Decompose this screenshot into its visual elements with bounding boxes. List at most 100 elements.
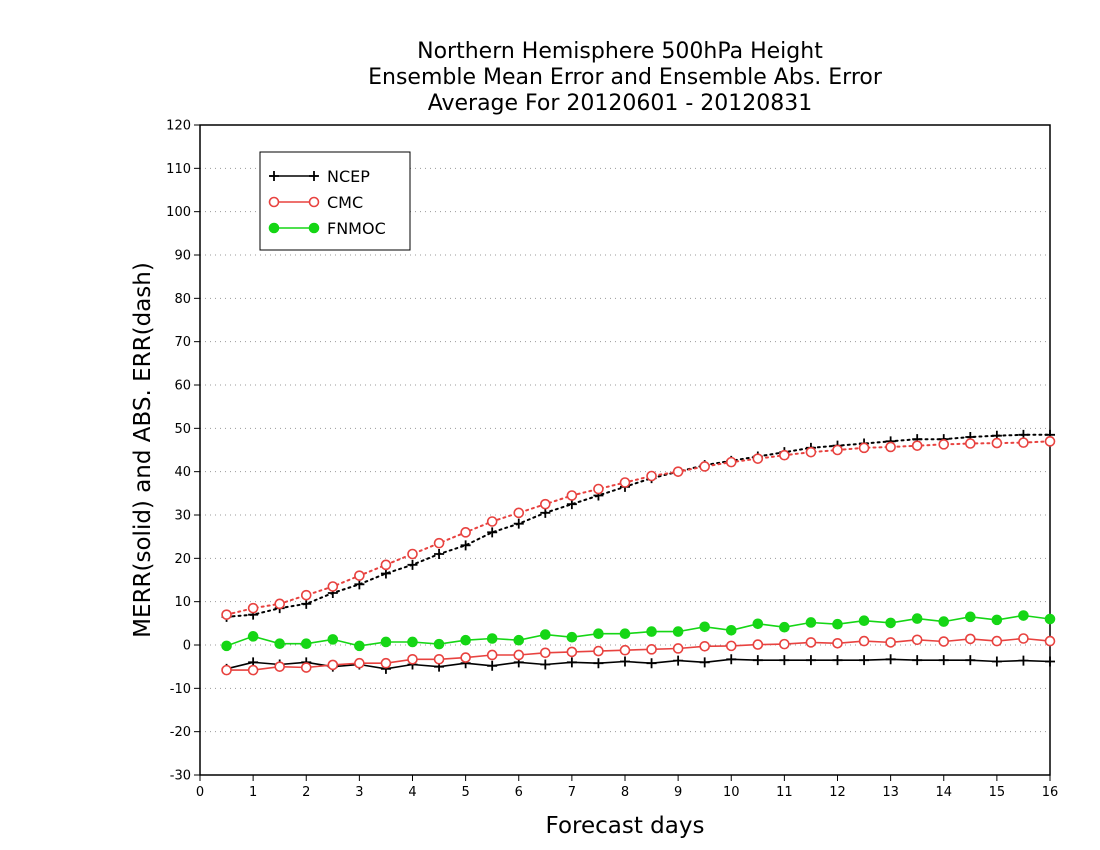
legend-label: NCEP [327, 167, 370, 186]
data-point-ncep-merr [620, 656, 630, 667]
data-point-cmc-merr [672, 643, 684, 654]
data-point-cmc-merr [327, 659, 339, 671]
data-point-fnmoc-merr [486, 633, 498, 644]
data-point-ncep-merr [832, 655, 843, 666]
data-point-cmc-merr [779, 638, 790, 650]
data-point-ncep-abs-err [566, 499, 577, 510]
x-tick-label: 2 [302, 785, 310, 800]
data-point-cmc-abs-err [566, 490, 578, 501]
data-point-cmc-merr [1018, 633, 1029, 644]
data-point-fnmoc-merr [433, 638, 445, 650]
legend-entry-fnmoc: FNMOC [268, 219, 386, 238]
series-line-ncep-abs-err [225, 433, 1051, 618]
y-tick-label: 70 [174, 335, 191, 350]
series-layer [221, 429, 1056, 676]
data-point-cmc-abs-err [885, 441, 896, 453]
x-tick-label: 15 [989, 785, 1006, 800]
data-point-cmc-merr [725, 640, 737, 652]
data-point-ncep-merr [805, 655, 816, 666]
legend-entry-cmc: CMC [268, 193, 363, 212]
x-axis-ticks: 0 1 2 3 4 5 6 7 8 9 10 11 12 13 14 15 16 [196, 775, 1058, 800]
data-point-ncep-abs-err [354, 579, 365, 590]
data-point-cmc-abs-err [354, 570, 365, 581]
legend-marker [309, 171, 319, 181]
data-point-cmc-merr [540, 647, 551, 659]
x-tick-label: 11 [776, 785, 793, 800]
data-point-fnmoc-merr [1044, 613, 1056, 625]
data-point-cmc-abs-err [805, 446, 817, 458]
data-point-cmc-abs-err [540, 498, 551, 510]
data-point-cmc-abs-err [1018, 437, 1029, 448]
data-point-fnmoc-merr [274, 638, 285, 650]
x-tick-label: 1 [249, 785, 257, 800]
series-line-cmc-abs-err [225, 440, 1051, 616]
data-point-cmc-merr [274, 661, 285, 672]
data-point-fnmoc-merr [247, 631, 259, 642]
data-point-cmc-merr [646, 644, 657, 655]
chart-title-line-2: Ensemble Mean Error and Ensemble Abs. Er… [368, 65, 883, 90]
data-point-ncep-merr [991, 656, 1002, 667]
data-point-fnmoc-merr [407, 636, 418, 648]
y-tick-label: 40 [174, 465, 191, 480]
y-tick-label: -20 [170, 725, 191, 740]
data-point-cmc-merr [858, 635, 870, 647]
data-point-cmc-abs-err [593, 483, 604, 495]
data-point-fnmoc-merr [1018, 610, 1029, 621]
data-point-ncep-merr [646, 658, 657, 669]
data-point-cmc-abs-err [221, 609, 232, 620]
data-point-cmc-abs-err [752, 453, 764, 464]
legend-label: CMC [327, 193, 363, 212]
x-tick-label: 7 [568, 785, 576, 800]
data-point-ncep-merr [965, 655, 976, 666]
data-point-ncep-abs-err [407, 559, 418, 570]
x-tick-label: 8 [621, 785, 629, 800]
series-line-fnmoc-merr [226, 614, 1051, 647]
data-point-ncep-abs-err [513, 518, 524, 529]
x-tick-label: 3 [355, 785, 363, 800]
data-point-cmc-merr [221, 664, 232, 676]
data-point-cmc-abs-err [380, 559, 392, 571]
data-point-cmc-merr [805, 637, 817, 648]
y-tick-label: 0 [183, 639, 191, 654]
data-point-cmc-abs-err [991, 437, 1003, 449]
data-point-cmc-merr [566, 646, 578, 658]
data-point-fnmoc-merr [752, 618, 764, 630]
data-point-ncep-abs-err [301, 598, 312, 609]
y-tick-label: 50 [174, 422, 191, 437]
data-point-cmc-abs-err [911, 440, 923, 451]
data-point-cmc-merr [300, 662, 312, 673]
data-point-ncep-merr [1045, 656, 1055, 667]
data-point-cmc-merr [460, 652, 471, 663]
data-point-fnmoc-merr [300, 638, 312, 650]
data-point-cmc-merr [354, 657, 365, 669]
x-tick-label: 13 [882, 785, 899, 800]
data-point-ncep-merr [487, 660, 498, 671]
chart-title-line-3: Average For 20120601 - 20120831 [428, 91, 813, 116]
data-point-ncep-merr [779, 655, 790, 666]
data-point-fnmoc-merr [460, 634, 471, 646]
data-point-cmc-abs-err [938, 439, 950, 450]
x-tick-label: 16 [1042, 785, 1059, 800]
series-cmc-abs-err [221, 436, 1056, 620]
legend-marker [268, 222, 280, 234]
x-tick-label: 9 [674, 785, 682, 800]
data-point-cmc-merr [911, 634, 923, 646]
data-point-cmc-abs-err [699, 461, 710, 472]
data-point-cmc-abs-err [460, 527, 471, 538]
data-point-cmc-merr [513, 649, 525, 661]
x-tick-label: 14 [935, 785, 952, 800]
data-point-ncep-merr [1018, 655, 1029, 666]
data-point-fnmoc-merr [593, 628, 604, 640]
data-point-ncep-merr [540, 659, 551, 670]
data-point-cmc-abs-err [300, 589, 312, 601]
y-tick-label: 120 [166, 119, 191, 134]
series-cmc-merr [221, 633, 1056, 676]
data-point-fnmoc-merr [805, 617, 817, 628]
data-point-cmc-abs-err [274, 598, 285, 610]
data-point-fnmoc-merr [885, 617, 896, 629]
data-point-fnmoc-merr [646, 626, 657, 637]
data-point-cmc-abs-err [672, 466, 684, 477]
data-point-fnmoc-merr [513, 634, 525, 646]
data-point-cmc-merr [885, 637, 896, 648]
